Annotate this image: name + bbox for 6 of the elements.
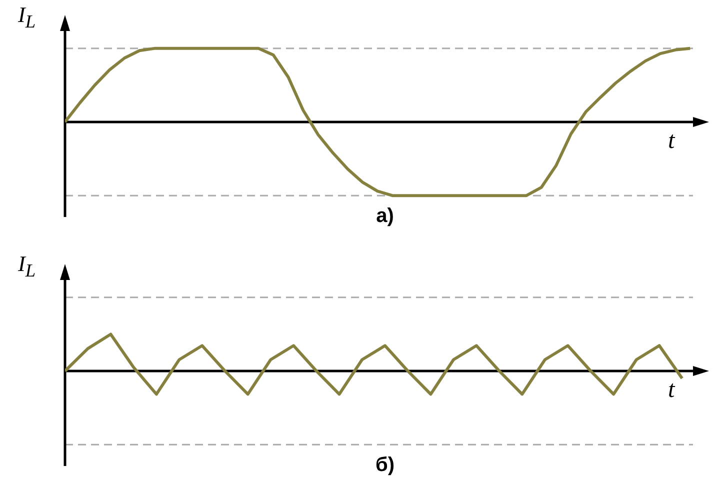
y-axis-title: I$_{L}$ xyxy=(18,2,36,32)
x-axis-title: t xyxy=(668,377,675,404)
y-axis-title: I$_{L}$ xyxy=(18,251,36,282)
text: б) xyxy=(374,454,396,477)
x-axis-title: t xyxy=(668,128,675,155)
text: а) xyxy=(375,205,395,228)
